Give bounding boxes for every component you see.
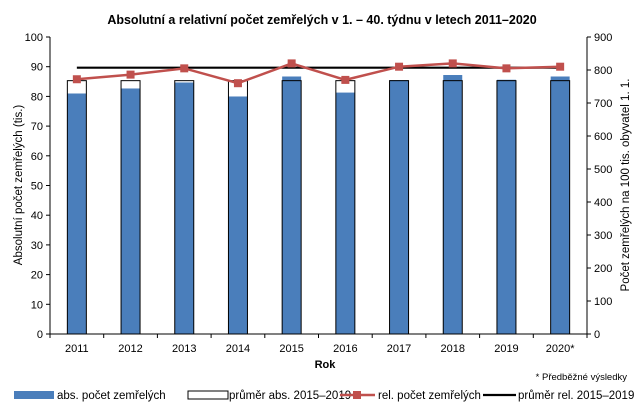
x-tick-label: 2012 (118, 343, 142, 355)
y2-tick-label: 100 (594, 296, 612, 308)
legend-label-rel: rel. počet zemřelých (378, 390, 481, 402)
bar-2017 (389, 80, 409, 334)
rel-point-2012 (126, 70, 135, 79)
rel-point-2017 (395, 62, 404, 71)
avg-fill-2016 (335, 80, 355, 93)
rel-point-2013 (180, 64, 189, 73)
x-tick-label: 2019 (494, 343, 518, 355)
legend: abs. počet zemřelých průměr abs. 2015–201… (14, 390, 634, 402)
bar-2016 (335, 92, 355, 334)
x-tick-label: 2011 (65, 343, 89, 355)
rel-point-2019 (502, 64, 511, 73)
y-tick-label: 30 (31, 240, 43, 252)
y2-tick-label: 700 (594, 98, 612, 110)
y-tick-label: 70 (31, 121, 43, 133)
y2-tick-label: 500 (594, 164, 612, 176)
bar-2011 (67, 93, 87, 335)
rel-point-2020* (556, 62, 565, 71)
y2-tick-label: 300 (594, 230, 612, 242)
y-tick-label: 100 (25, 32, 43, 44)
x-tick-label: 2013 (172, 343, 196, 355)
avg-fill-2011 (67, 80, 87, 94)
bar-2012 (121, 88, 141, 334)
legend-label-avg: průměr abs. 2015–2019 (229, 390, 351, 402)
y2-axis-label: Počet zemřelých na 100 tis. obyvatel 1. … (620, 79, 632, 292)
y2-tick-label: 600 (594, 131, 612, 143)
y-tick-label: 60 (31, 151, 43, 163)
bar-2015 (282, 76, 302, 334)
plot-area: 0 10 20 30 40 50 60 70 80 90 100 0 100 200 300 400 500 60… (25, 32, 613, 355)
y2-tick-label: 900 (594, 32, 612, 44)
rel-point-2011 (72, 75, 81, 84)
bar-2020* (550, 76, 570, 334)
y2-tick-label: 0 (594, 329, 600, 341)
y-tick-label: 80 (31, 91, 43, 103)
y2-tick-label: 800 (594, 65, 612, 77)
x-tick-label: 2020* (546, 343, 575, 355)
footnote: * Předběžné výsledky (536, 372, 628, 383)
rel-line (76, 62, 561, 85)
x-tick-label: 2014 (226, 343, 250, 355)
y-tick-label: 0 (37, 329, 43, 341)
legend-swatch-abs (14, 391, 54, 399)
rel-point-2016 (341, 75, 350, 84)
x-tick-label: 2015 (279, 343, 303, 355)
avg-fill-2012 (121, 80, 141, 89)
y2-tick-label: 200 (594, 263, 612, 275)
bar-2013 (174, 82, 194, 334)
legend-label-abs: abs. počet zemřelých (57, 390, 166, 402)
y-tick-label: 40 (31, 210, 43, 222)
bar-2014 (228, 96, 248, 335)
bar-2019 (496, 79, 516, 334)
legend-marker-rel (353, 391, 361, 399)
y-tick-label: 90 (31, 62, 43, 74)
x-tick-label: 2016 (333, 343, 357, 355)
bar-2018 (443, 75, 463, 335)
y2-tick-label: 400 (594, 197, 612, 209)
y-axis-label: Absolutní počet zemřelých (tis.) (13, 105, 25, 266)
rel-point-2014 (233, 79, 242, 88)
x-tick-label: 2017 (387, 343, 411, 355)
x-tick-label: 2018 (441, 343, 465, 355)
y-tick-label: 20 (31, 270, 43, 282)
rel-point-2018 (448, 59, 457, 68)
legend-label-avg-rel: průměr rel. 2015–2019 (518, 390, 634, 402)
avg-fill-2014 (228, 80, 248, 97)
chart-title: Absolutní a relativní počet zemřelých v … (107, 13, 536, 27)
y-tick-label: 10 (31, 299, 43, 311)
y-tick-label: 50 (31, 181, 43, 193)
avg-fill-2013 (174, 80, 194, 83)
legend-swatch-avg (187, 390, 229, 400)
rel-point-2015 (287, 59, 296, 68)
x-axis-label: Rok (315, 359, 337, 371)
